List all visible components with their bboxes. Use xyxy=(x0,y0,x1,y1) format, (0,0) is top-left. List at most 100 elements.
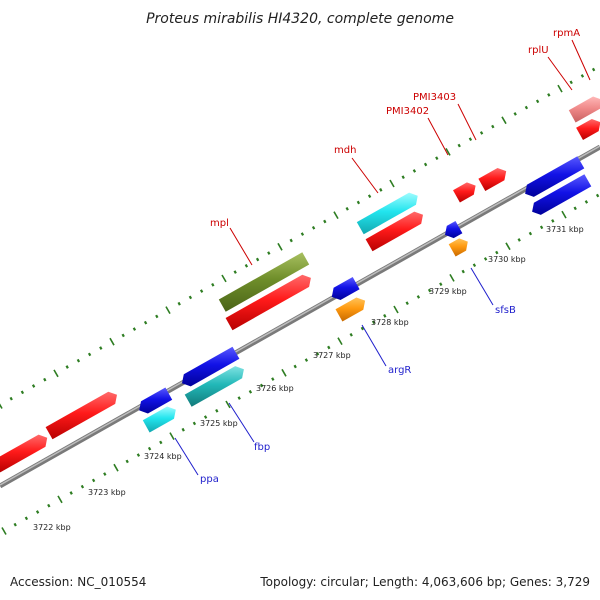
gene-feature xyxy=(365,211,423,252)
minor-tick xyxy=(401,175,405,180)
major-tick xyxy=(225,400,231,409)
kbp-label: 3728 kbp xyxy=(371,318,409,327)
minor-tick xyxy=(371,320,376,325)
gene-feature xyxy=(0,434,48,473)
minor-tick xyxy=(87,352,92,357)
minor-tick xyxy=(547,93,551,97)
minor-tick xyxy=(356,200,361,205)
minor-tick xyxy=(491,124,495,129)
gene-label-mpl: mpl xyxy=(210,218,229,229)
gene-label-fbp: fbp xyxy=(254,442,270,453)
minor-tick xyxy=(13,522,17,527)
minor-tick xyxy=(259,383,264,388)
minor-tick xyxy=(591,67,596,72)
lower-tick-ring xyxy=(1,193,600,535)
leader-rpmA xyxy=(571,39,591,81)
minor-tick xyxy=(367,194,372,199)
minor-tick xyxy=(379,187,383,192)
minor-tick xyxy=(203,415,208,419)
minor-tick xyxy=(300,232,305,236)
major-tick xyxy=(169,432,175,440)
minor-tick xyxy=(349,332,353,337)
minor-tick xyxy=(595,193,600,198)
gene-feature-pmi3403 xyxy=(478,168,507,191)
gene-feature-mpl xyxy=(218,252,310,312)
minor-tick xyxy=(304,358,309,362)
minor-tick xyxy=(244,263,249,268)
minor-tick xyxy=(47,503,51,508)
minor-tick xyxy=(479,131,484,135)
minor-tick xyxy=(539,225,544,230)
genome-summary-text: Topology: circular; Length: 4,063,606 bp… xyxy=(259,575,590,589)
gene-feature-pmi3402 xyxy=(453,182,476,203)
gene-label-pmi3402: PMI3402 xyxy=(386,106,429,117)
major-tick xyxy=(0,403,3,409)
minor-tick xyxy=(513,112,517,116)
gene-feature-fbp xyxy=(184,366,244,407)
minor-tick xyxy=(327,345,331,350)
gene-feature xyxy=(532,174,592,215)
minor-tick xyxy=(423,162,428,167)
minor-tick xyxy=(289,238,293,243)
major-tick xyxy=(449,274,455,282)
gene-label-rplU: rplU xyxy=(528,45,549,56)
gene-feature-mdh xyxy=(356,192,418,235)
minor-tick xyxy=(416,295,421,299)
leader-pmi3403 xyxy=(457,103,477,141)
leader-argR xyxy=(361,324,387,367)
leader-rplU xyxy=(547,56,573,91)
major-tick xyxy=(53,369,59,378)
minor-tick xyxy=(155,314,159,319)
kbp-label: 3731 kbp xyxy=(546,225,584,234)
minor-tick xyxy=(9,396,13,401)
minor-tick xyxy=(293,364,297,369)
minor-tick xyxy=(472,263,477,268)
gene-label-mdh: mdh xyxy=(334,145,356,156)
minor-tick xyxy=(345,206,349,211)
kbp-labels: 3722 kbp 3723 kbp 3724 kbp 3725 kbp 3726… xyxy=(33,225,584,532)
minor-tick xyxy=(80,484,85,489)
minor-tick xyxy=(412,169,417,173)
minor-tick xyxy=(132,327,137,331)
major-tick xyxy=(389,179,395,188)
minor-tick xyxy=(147,446,152,451)
major-tick xyxy=(505,242,511,251)
minor-tick xyxy=(551,219,555,223)
gene-label-ppa: ppa xyxy=(200,474,219,485)
gene-feature-argR-adjacent xyxy=(335,297,366,322)
minor-tick xyxy=(435,156,439,161)
major-tick xyxy=(501,116,507,125)
minor-tick xyxy=(535,99,540,104)
minor-tick xyxy=(468,137,473,142)
minor-tick xyxy=(43,377,47,382)
map-title: Proteus mirabilis HI4320, complete genom… xyxy=(146,11,454,27)
major-tick xyxy=(281,368,287,377)
minor-tick xyxy=(31,384,36,388)
major-tick xyxy=(333,211,339,220)
leader-pmi3402 xyxy=(427,117,449,156)
leader-mpl xyxy=(229,227,253,266)
gene-feature-sfsB xyxy=(445,221,463,239)
upper-tick-ring xyxy=(0,67,596,409)
major-tick xyxy=(445,148,451,156)
minor-tick xyxy=(136,453,141,457)
label-leader-lines xyxy=(174,39,591,476)
gene-features xyxy=(0,96,600,473)
gene-feature xyxy=(182,346,240,387)
genome-backbone xyxy=(0,144,600,489)
minor-tick xyxy=(211,282,215,287)
minor-tick xyxy=(405,301,409,306)
minor-tick xyxy=(495,250,499,255)
gene-feature xyxy=(225,274,311,331)
minor-tick xyxy=(188,295,193,300)
minor-tick xyxy=(584,200,589,204)
major-tick xyxy=(277,242,283,251)
minor-tick xyxy=(69,491,73,495)
minor-tick xyxy=(91,478,96,483)
minor-tick xyxy=(99,346,103,350)
minor-tick xyxy=(125,459,129,464)
major-tick xyxy=(113,463,119,472)
minor-tick xyxy=(573,206,577,211)
minor-tick xyxy=(233,270,237,274)
